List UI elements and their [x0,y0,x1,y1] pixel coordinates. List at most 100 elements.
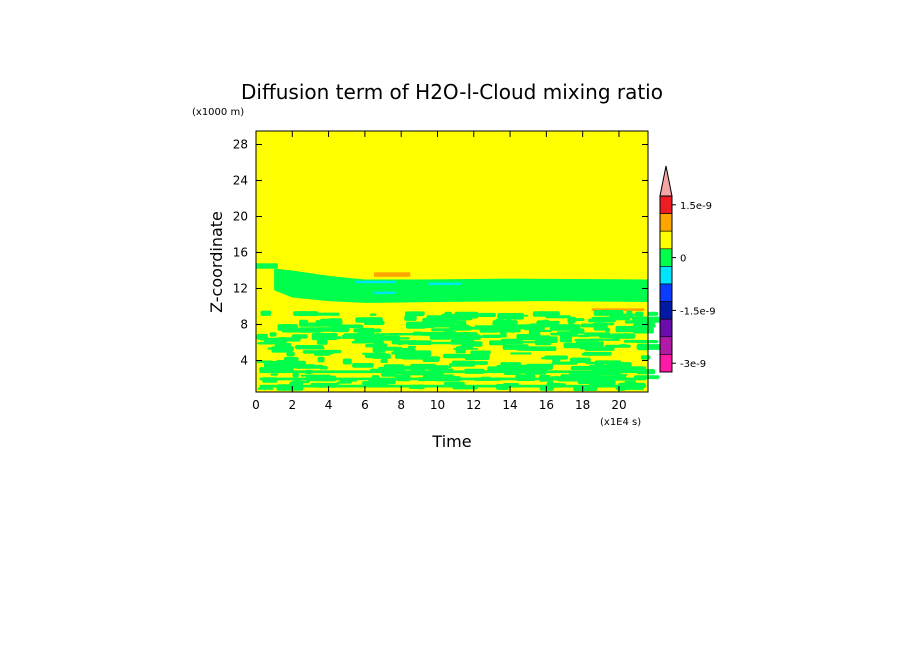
mixed-layer-cell [443,381,465,386]
mixed-layer-cell [422,317,443,325]
mixed-layer-cell [292,372,299,378]
mixed-layer-cell [310,382,339,386]
mixed-layer-cell [270,373,278,376]
mixed-layer-cell [551,359,561,362]
colorbar-frame [659,195,673,373]
heatmap-field [256,131,668,392]
mixed-layer-cell [385,337,410,340]
mixed-layer-cell [317,356,325,363]
mixed-layer-cell [271,350,292,353]
colorbar: 1.5e-9 0 -1.5e-9 -3e-9 [659,165,716,373]
mixed-layer-cell [361,352,387,355]
mixed-layer-cell [571,318,585,322]
mixed-layer-cell [393,348,416,355]
mixed-layer-cell [619,313,641,316]
mixed-layer-cell [640,355,651,360]
mixed-layer-cell [405,340,420,344]
mixed-layer-cell [276,337,301,342]
colorbar-label: -3e-9 [680,359,706,370]
x-tick-label: 16 [539,398,554,412]
colorbar-arrow [659,165,673,197]
mixed-layer-cell [454,311,479,319]
mixed-layer-cell [369,313,377,316]
mixed-layer-cell [594,366,617,372]
mixed-layer-cell [611,333,636,339]
mixed-layer-cell [358,327,375,335]
mixed-layer-cell [624,380,637,384]
mixed-layer-cell [581,352,593,356]
mixed-layer-cell [648,311,659,316]
mixed-layer-cell [381,356,388,363]
mixed-layer-cell [295,345,324,350]
mixed-layer-cell [573,387,598,391]
x-axis-label: Time [431,432,471,451]
mixed-layer-cell [452,387,478,390]
mixed-layer-cell [269,332,277,337]
mixed-layer-cell [448,326,473,331]
mixed-layer-strip [259,377,647,381]
mixed-layer-cell [559,335,572,343]
x-unit-label: (x1E4 s) [600,417,641,428]
mixed-layer-cell [328,318,343,326]
mixed-layer-cell [470,350,491,355]
mixed-layer-cell [314,332,324,339]
colorbar-swatch [659,266,673,285]
mixed-layer-cell [527,346,557,351]
mixed-layer-cell [506,317,512,320]
mixed-layer-cell [501,327,521,333]
colorbar-label: 0 [680,254,686,265]
mixed-layer-strip [259,370,647,374]
mixed-layer-cell [364,320,385,325]
x-tick-label: 2 [288,398,296,412]
mixed-layer-cell [593,324,608,331]
mixed-layer-cell [402,365,426,370]
mixed-layer-cell [336,381,352,384]
mixed-layer-cell [541,312,552,317]
x-tick-label: 14 [502,398,517,412]
mixed-layer-cell [365,344,384,348]
x-tick-label: 10 [430,398,445,412]
mixed-layer-cell [497,313,524,320]
mixed-layer-cell [540,357,568,360]
mixed-layer-cell [526,324,537,328]
y-tick-label: 28 [233,138,248,152]
mixed-layer-cell [431,328,453,332]
mixed-layer-cell [394,374,405,378]
y-tick-label: 8 [240,318,248,332]
mixed-layer-cell [315,320,331,327]
mixed-layer-cell [443,353,467,359]
mixed-layer-cell [342,324,363,329]
mixed-layer-cell [456,320,467,327]
mixed-layer-cell [570,366,599,371]
mixed-layer-cell [569,325,580,333]
mixed-layer-cell [477,335,502,338]
x-tick-label: 6 [361,398,369,412]
x-tick-label: 0 [252,398,260,412]
mixed-layer-cell [370,334,379,341]
plot-frame [255,130,649,393]
mixed-layer-cell [407,345,417,349]
mixed-layer-cell [377,334,385,339]
mixed-layer-cell [274,343,292,350]
mixed-layer-cell [351,340,375,344]
mixed-layer-cell [557,315,565,319]
mixed-layer-cell [273,366,294,372]
y-unit-label: (x1000 m) [192,107,244,118]
mixed-layer-cell [510,352,532,355]
mixed-layer-cell [287,328,308,332]
mixed-layer-cell [604,344,631,348]
y-tick-label: 20 [233,210,248,224]
mixed-layer-cell [326,324,344,327]
cloud-band [274,268,648,303]
colorbar-swatch [659,318,673,338]
colorbar-swatch [659,336,673,355]
negative-streak [355,280,396,284]
mixed-layer-cell [623,339,646,343]
mixed-layer-cell [570,357,591,363]
chart-title: Diffusion term of H2O-l-Cloud mixing rat… [241,80,663,104]
x-tick-label: 12 [466,398,481,412]
x-axis: 0 2 4 6 8 10 12 14 16 18 20 [252,131,627,412]
mixed-layer-cell [282,360,297,365]
negative-streak [428,282,462,285]
